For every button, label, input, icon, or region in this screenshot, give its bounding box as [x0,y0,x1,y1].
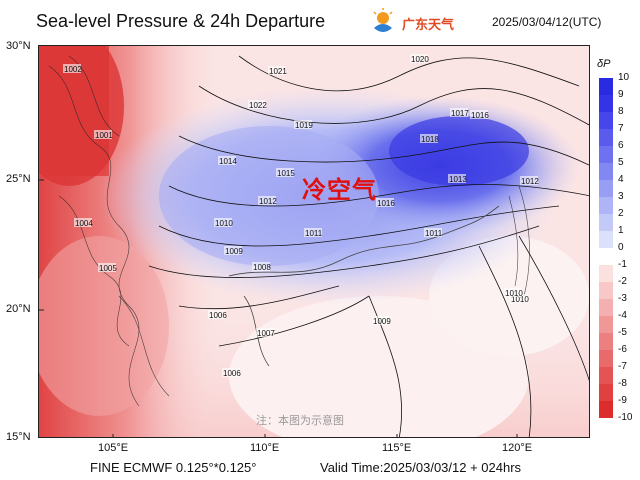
valid-time: Valid Time:2025/03/03/12 + 024hrs [320,460,522,475]
colorbar-swatch [599,265,613,282]
isobar-label: 1009 [373,317,391,326]
colorbar-tick-label: -1 [618,259,627,270]
colorbar-tick-label: 0 [618,242,624,253]
model-resolution: FINE ECMWF 0.125°*0.125° [90,460,257,475]
isobar-label: 1019 [295,121,313,130]
colorbar-tick-label: -9 [618,395,627,406]
colorbar-swatch [599,401,613,418]
isobar-label: 1004 [75,219,93,228]
isobar-label: 1018 [421,135,439,144]
colorbar-swatch [599,282,613,299]
colorbar-swatch [599,163,613,180]
colorbar-tick-label: -8 [618,378,627,389]
lat-label-30: 30°N [6,40,31,52]
pressure-map: 1020 1019 1018 1017 1016 1016 1015 1014 1013 1012… [38,45,590,438]
colorbar-title: δP [597,58,611,70]
colorbar-swatch [599,129,613,146]
colorbar-tick-label: -3 [618,293,627,304]
isobar-label: 1010 [505,289,523,298]
isobar-label: 1011 [425,229,443,238]
colorbar-tick-label: -5 [618,327,627,338]
lon-label-110: 110°E [250,442,280,454]
colorbar-tick-label: 8 [618,106,624,117]
colorbar-swatch [599,367,613,384]
colorbar-swatch [599,316,613,333]
colorbar-swatch [599,112,613,129]
colorbar-tick-label: -7 [618,361,627,372]
colorbar-swatch [599,350,613,367]
isobar-label: 1012 [259,197,277,206]
lon-label-115: 115°E [382,442,412,454]
guangdong-weather-logo [373,8,393,32]
lat-label-20: 20°N [6,303,31,315]
colorbar-tick-label: 3 [618,191,624,202]
colorbar [599,78,613,418]
isobar-label: 1010 [215,219,233,228]
isobar-label: 1005 [99,264,117,273]
colorbar-tick-label: 6 [618,140,624,151]
lon-label-120: 120°E [502,442,533,454]
colorbar-swatch [599,214,613,231]
isobar-label: 1007 [257,329,275,338]
colorbar-tick-label: 5 [618,157,624,168]
isobar-label: 1008 [253,263,271,272]
colorbar-tick-label: -2 [618,276,627,287]
isobar-label: 1013 [449,175,467,184]
colorbar-tick-label: 9 [618,89,624,100]
isobar-label: 1016 [377,199,395,208]
colorbar-tick-label: -6 [618,344,627,355]
colorbar-swatch [599,78,613,95]
isobar-label: 1015 [277,169,295,178]
colorbar-swatch [599,197,613,214]
isobar-label: 1002 [64,65,82,74]
isobar-label: 1017 [451,109,469,118]
lat-label-15: 15°N [6,431,31,443]
colorbar-swatch [599,231,613,248]
colorbar-swatch [599,95,613,112]
colorbar-swatch [599,248,613,265]
colorbar-swatch [599,146,613,163]
colorbar-tick-label: -4 [618,310,627,321]
isobar-label: 1011 [305,229,323,238]
colorbar-swatch [599,299,613,316]
isobar-label: 1009 [225,247,243,256]
colorbar-tick-label: 1 [618,225,624,236]
colorbar-tick-label: 4 [618,174,624,185]
isobar-label: 1020 [411,55,429,64]
isobar-label: 1012 [521,177,539,186]
isobar-label: 1010 [511,295,529,304]
isobar-label: 1014 [219,157,237,166]
isobar-label: 1006 [223,369,241,378]
isobar-label: 1021 [269,67,287,76]
colorbar-tick-labels: 10 9 8 7 6 5 4 3 2 1 0 -1 -2 -3 -4 -5 -6 -7 -8 -9 -10 [618,72,640,423]
schematic-note: 注：本图为示意图 [256,415,344,427]
lat-label-25: 25°N [6,173,31,185]
isobar-label: 1006 [209,311,227,320]
lon-label-105: 105°E [98,442,129,454]
colorbar-tick-label: 2 [618,208,624,219]
colorbar-swatch [599,333,613,350]
colorbar-swatch [599,384,613,401]
colorbar-tick-label: 10 [618,72,630,83]
run-timestamp: 2025/03/04/12(UTC) [492,15,602,29]
colorbar-swatch [599,180,613,197]
cold-air-label: 冷空气 [302,177,377,204]
chart-title: Sea-level Pressure & 24h Departure [36,11,326,31]
isobar-label: 1022 [249,101,267,110]
isobar-label: 1016 [471,111,489,120]
colorbar-tick-label: 7 [618,123,624,134]
colorbar-tick-label: -10 [618,412,633,423]
isobar-label: 1001 [95,131,113,140]
logo-text: 广东天气 [402,17,455,32]
